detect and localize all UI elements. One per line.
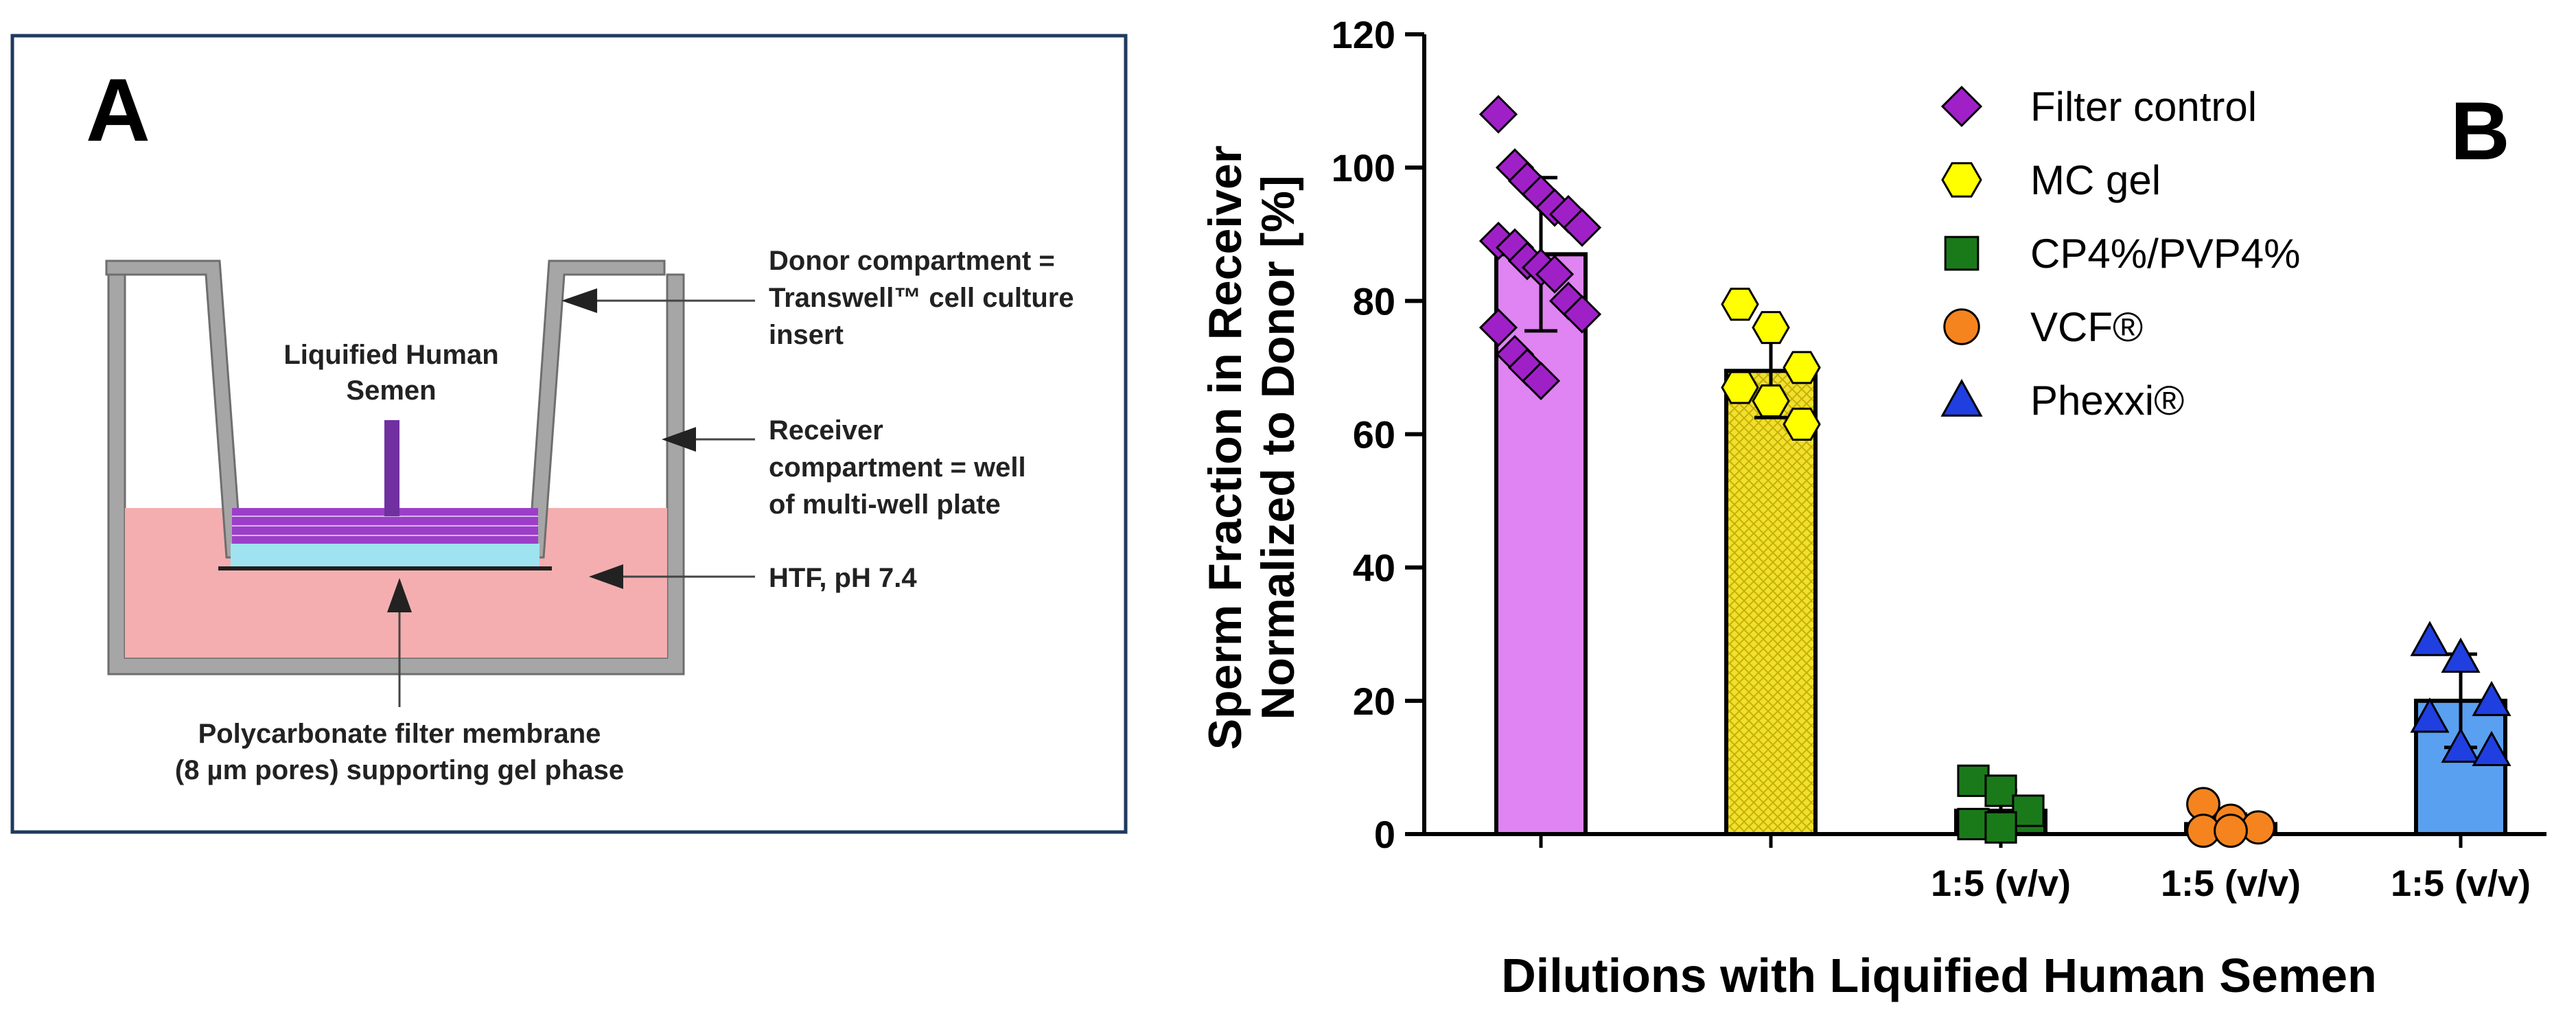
data-point	[1984, 811, 2017, 844]
receiver-label-line2: compartment = well	[769, 452, 1026, 483]
data-point	[2012, 794, 2045, 827]
y-axis: 0 20 40 60 80 100 120	[1332, 13, 1426, 856]
data-point	[2472, 680, 2511, 717]
legend-label: Filter control	[2030, 84, 2257, 130]
legend-marker	[1943, 308, 1980, 345]
bar	[1494, 252, 1588, 836]
x-tick-label: 1:5 (v/v)	[1931, 863, 2071, 904]
data-point	[1984, 774, 2017, 807]
legend-label: VCF®	[2030, 304, 2143, 350]
x-axis-label: Dilutions with Liquified Human Semen	[1501, 949, 2377, 1002]
y-axis-label-line2: Normalized to Donor [%]	[1252, 175, 1304, 719]
insert-left-wall	[105, 259, 243, 559]
semen-label-line1: Liquified Human	[283, 340, 498, 370]
donor-label-line3: insert	[769, 320, 844, 350]
legend-label: CP4%/PVP4%	[2030, 231, 2301, 277]
bars	[1494, 252, 2507, 837]
panel-a-frame	[10, 34, 1128, 834]
data-point	[2214, 813, 2248, 848]
y-tick-label: 20	[1353, 680, 1395, 723]
y-tick-label: 120	[1332, 13, 1395, 56]
data-point	[2441, 637, 2481, 673]
data-point	[1562, 295, 1602, 334]
data-point	[1562, 208, 1602, 247]
receiver-well	[107, 273, 685, 676]
panel-a: A Liquified Human Semen	[10, 34, 1128, 834]
data-point	[2410, 621, 2450, 656]
data-point	[1535, 255, 1575, 294]
semen-bar	[384, 420, 399, 516]
y-tick-label: 60	[1353, 413, 1395, 457]
data-point	[1721, 288, 1759, 321]
receiver-label-line1: Receiver	[769, 415, 883, 446]
x-tick-label: 1:5 (v/v)	[2391, 863, 2531, 904]
membrane-zone	[231, 544, 539, 567]
semen-label-line2: Semen	[346, 376, 436, 406]
data-points	[1478, 95, 2511, 848]
bar	[1724, 369, 1818, 836]
error-bars	[1524, 176, 2477, 834]
data-point	[2441, 727, 2481, 763]
legend-marker	[1940, 378, 1983, 417]
x-axis: 1:5 (v/v) 1:5 (v/v) 1:5 (v/v)	[1424, 832, 2546, 904]
legend-label: MC gel	[2030, 157, 2161, 203]
donor-label-line2: Transwell™ cell culture	[769, 283, 1074, 313]
y-tick-label: 40	[1353, 546, 1395, 590]
data-point	[1721, 371, 1759, 404]
data-point	[1478, 308, 1518, 347]
legend-marker	[1940, 85, 1983, 128]
receiver-label-line3: of multi-well plate	[769, 489, 1001, 520]
x-tick-label: 1:5 (v/v)	[2161, 863, 2301, 904]
data-point	[1957, 764, 1990, 797]
panel-b: B Sperm Fraction in Receiver Normalized …	[1199, 13, 2546, 1002]
htf-label: HTF, pH 7.4	[769, 563, 917, 593]
legend-marker	[1941, 162, 1982, 198]
y-tick-label: 80	[1353, 279, 1395, 323]
y-tick-label: 0	[1374, 813, 1395, 856]
y-tick-label: 100	[1332, 146, 1395, 189]
legend-marker	[1944, 235, 1980, 271]
annotation-arrows	[387, 288, 755, 707]
legend-label: Phexxi®	[2030, 378, 2184, 424]
legend: Filter control MC gel CP4%/PVP4% VCF® Phexxi…	[1940, 84, 2301, 424]
panel-a-letter: A	[86, 60, 150, 160]
data-point	[1957, 807, 1990, 841]
data-point	[1783, 351, 1821, 384]
membrane-label-line1: Polycarbonate filter membrane	[198, 719, 601, 749]
y-axis-label-line1: Sperm Fraction in Receiver	[1199, 146, 1251, 750]
data-point	[1478, 95, 1518, 134]
data-point	[1521, 361, 1561, 400]
data-point	[2410, 697, 2450, 733]
data-point	[1783, 407, 1821, 441]
membrane-label-line2: (8 µm pores) supporting gel phase	[175, 755, 624, 785]
panel-b-letter: B	[2450, 85, 2510, 177]
data-point	[2472, 730, 2511, 766]
data-point	[1752, 384, 1790, 417]
data-point	[1752, 311, 1790, 345]
donor-label-line1: Donor compartment =	[769, 246, 1055, 276]
